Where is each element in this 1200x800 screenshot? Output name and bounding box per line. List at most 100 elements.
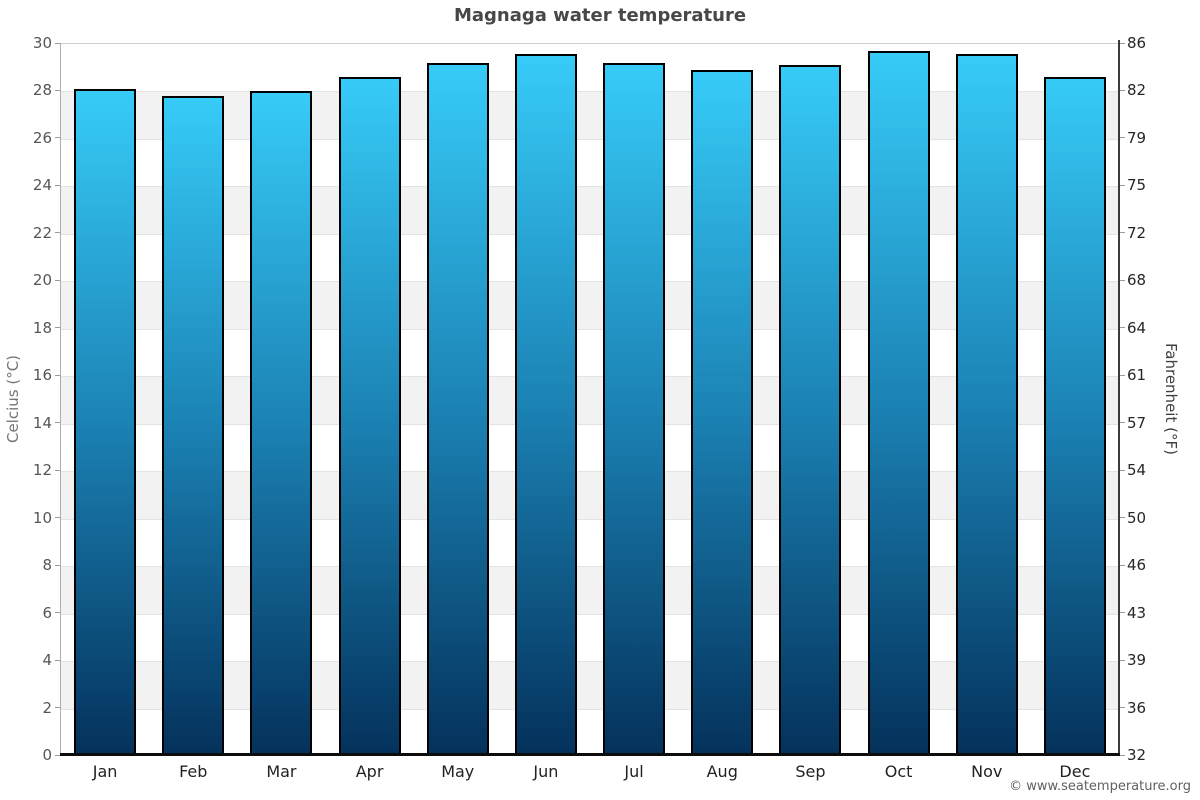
right-axis-tick-mark [1120,374,1125,376]
right-axis-tick-mark [1120,612,1125,614]
left-axis-tick-label: 6 [42,603,52,622]
right-axis-tick-mark [1120,137,1125,139]
right-axis-tick-label: 79 [1127,128,1147,147]
bottom-axis-line [60,753,1120,756]
x-axis-label-oct: Oct [884,762,913,781]
bar-may[interactable] [426,63,489,756]
left-axis-tick-mark [55,659,60,661]
bar-apr[interactable] [338,77,401,756]
bar-feb[interactable] [162,96,225,756]
gridline [61,566,1119,568]
bar-oct[interactable] [867,51,930,756]
background-band [61,661,1119,709]
right-axis-tick-mark [1120,89,1125,91]
left-axis-tick-mark [55,327,60,329]
right-axis-tick-label: 68 [1127,271,1147,290]
x-axis-label-jun: Jun [533,762,559,781]
left-axis-tick-mark [55,564,60,566]
right-axis-tick-mark [1120,232,1125,234]
x-axis-label-dec: Dec [1059,762,1091,781]
right-axis-line [1118,40,1120,756]
left-axis-tick-mark [55,754,60,756]
right-axis-tick-label: 64 [1127,318,1147,337]
background-band [61,91,1119,139]
background-band [61,44,1119,92]
left-axis-tick-mark [55,517,60,519]
x-axis-label-jul: Jul [624,762,644,781]
chart-title: Magnaga water temperature [453,5,747,26]
left-axis-tick-mark [55,89,60,91]
bar-dec[interactable] [1043,77,1106,756]
left-axis-tick-label: 16 [32,366,52,385]
right-axis-tick-label: 86 [1127,34,1147,52]
left-axis-tick-label: 2 [42,698,52,717]
right-axis-tick-label: 75 [1127,176,1147,195]
left-axis-line [60,43,61,755]
background-band [61,328,1119,377]
bar-aug[interactable] [691,70,754,756]
bar-jun[interactable] [514,53,577,756]
background-band [61,708,1119,756]
x-axis-label-jan: Jan [92,762,118,781]
right-axis-tick-label: 54 [1127,461,1147,480]
left-axis-tick-label: 20 [32,271,52,290]
gridline [61,708,1119,710]
right-axis-tick-label: 46 [1127,556,1147,575]
plot-area [61,43,1119,756]
background-band [61,566,1119,614]
left-axis-tick-mark [55,42,60,44]
bar-mar[interactable] [250,91,313,756]
right-axis-tick-label: 72 [1127,223,1147,242]
gridline [61,233,1119,235]
left-axis-tick-label: 10 [32,508,52,527]
right-axis-tick-label: 36 [1127,698,1147,717]
right-axis-tick-label: 61 [1127,366,1147,385]
right-axis-tick-label: 32 [1127,746,1147,764]
background-band [61,518,1119,567]
gridline [61,376,1119,378]
background-band [61,471,1119,519]
left-axis-tick-label: 8 [42,556,52,575]
left-axis-tick-mark [55,279,60,281]
bar-nov[interactable] [955,53,1018,756]
x-axis-label-may: May [441,762,475,781]
gridline [61,423,1119,425]
left-axis-tick-mark [55,184,60,186]
background-band [61,281,1119,329]
bar-jul[interactable] [603,63,666,756]
left-axis-tick-mark [55,612,60,614]
left-axis-tick-label: 14 [32,413,52,432]
right-axis-tick-label: 43 [1127,603,1147,622]
right-axis-tick-mark [1120,327,1125,329]
gridline [61,91,1119,93]
right-axis-tick-mark [1120,564,1125,566]
left-axis-tick-label: 30 [32,34,52,52]
x-axis-label-feb: Feb [179,762,208,781]
gridline [61,138,1119,140]
right-axis-tick-mark [1120,517,1125,519]
bar-sep[interactable] [779,65,842,756]
x-axis-label-nov: Nov [971,762,1003,781]
left-axis-title: Celcius (°C) [4,354,22,444]
left-axis-tick-label: 24 [32,176,52,195]
right-axis-tick-mark [1120,279,1125,281]
x-axis-label-apr: Apr [355,762,384,781]
left-axis-tick-label: 18 [32,318,52,337]
left-axis-tick-label: 4 [42,651,52,670]
background-band [61,423,1119,472]
right-axis-tick-mark [1120,422,1125,424]
gridline [61,661,1119,663]
gridline [61,518,1119,520]
bar-jan[interactable] [74,89,137,756]
x-axis-label-aug: Aug [706,762,738,781]
gridline [61,281,1119,283]
left-axis-tick-mark [55,469,60,471]
right-axis-tick-mark [1120,659,1125,661]
x-axis-label-sep: Sep [795,762,826,781]
gridline [61,471,1119,473]
copyright-link[interactable]: © www.seatemperature.org [1009,779,1191,794]
left-axis-tick-mark [55,374,60,376]
left-axis-tick-label: 12 [32,461,52,480]
gridline [61,186,1119,188]
